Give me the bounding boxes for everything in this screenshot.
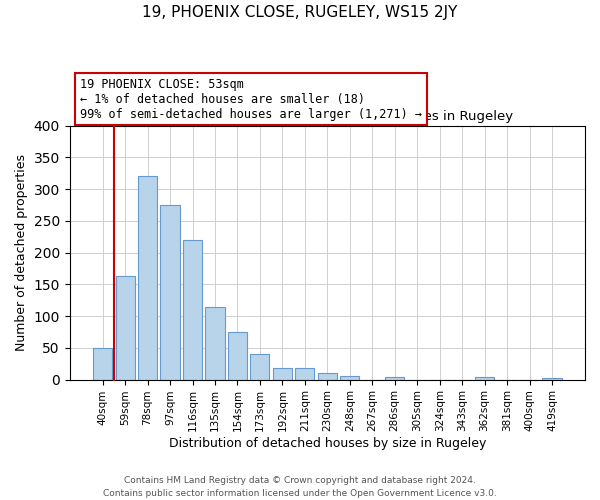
- Bar: [138, 176, 157, 380]
- Bar: [385, 377, 404, 380]
- Bar: [295, 368, 314, 380]
- Text: 19, PHOENIX CLOSE, RUGELEY, WS15 2JY: 19, PHOENIX CLOSE, RUGELEY, WS15 2JY: [142, 5, 458, 20]
- Bar: [340, 376, 359, 380]
- X-axis label: Distribution of detached houses by size in Rugeley: Distribution of detached houses by size …: [169, 437, 486, 450]
- Bar: [160, 205, 179, 380]
- Y-axis label: Number of detached properties: Number of detached properties: [15, 154, 28, 351]
- Title: Size of property relative to detached houses in Rugeley: Size of property relative to detached ho…: [142, 110, 513, 123]
- Bar: [475, 377, 494, 380]
- Bar: [542, 378, 562, 380]
- Bar: [273, 368, 292, 380]
- Text: 19 PHOENIX CLOSE: 53sqm
← 1% of detached houses are smaller (18)
99% of semi-det: 19 PHOENIX CLOSE: 53sqm ← 1% of detached…: [80, 78, 422, 120]
- Bar: [93, 348, 112, 380]
- Bar: [205, 306, 224, 380]
- Bar: [116, 276, 134, 380]
- Text: Contains HM Land Registry data © Crown copyright and database right 2024.
Contai: Contains HM Land Registry data © Crown c…: [103, 476, 497, 498]
- Bar: [318, 373, 337, 380]
- Bar: [250, 354, 269, 380]
- Bar: [183, 240, 202, 380]
- Bar: [228, 332, 247, 380]
